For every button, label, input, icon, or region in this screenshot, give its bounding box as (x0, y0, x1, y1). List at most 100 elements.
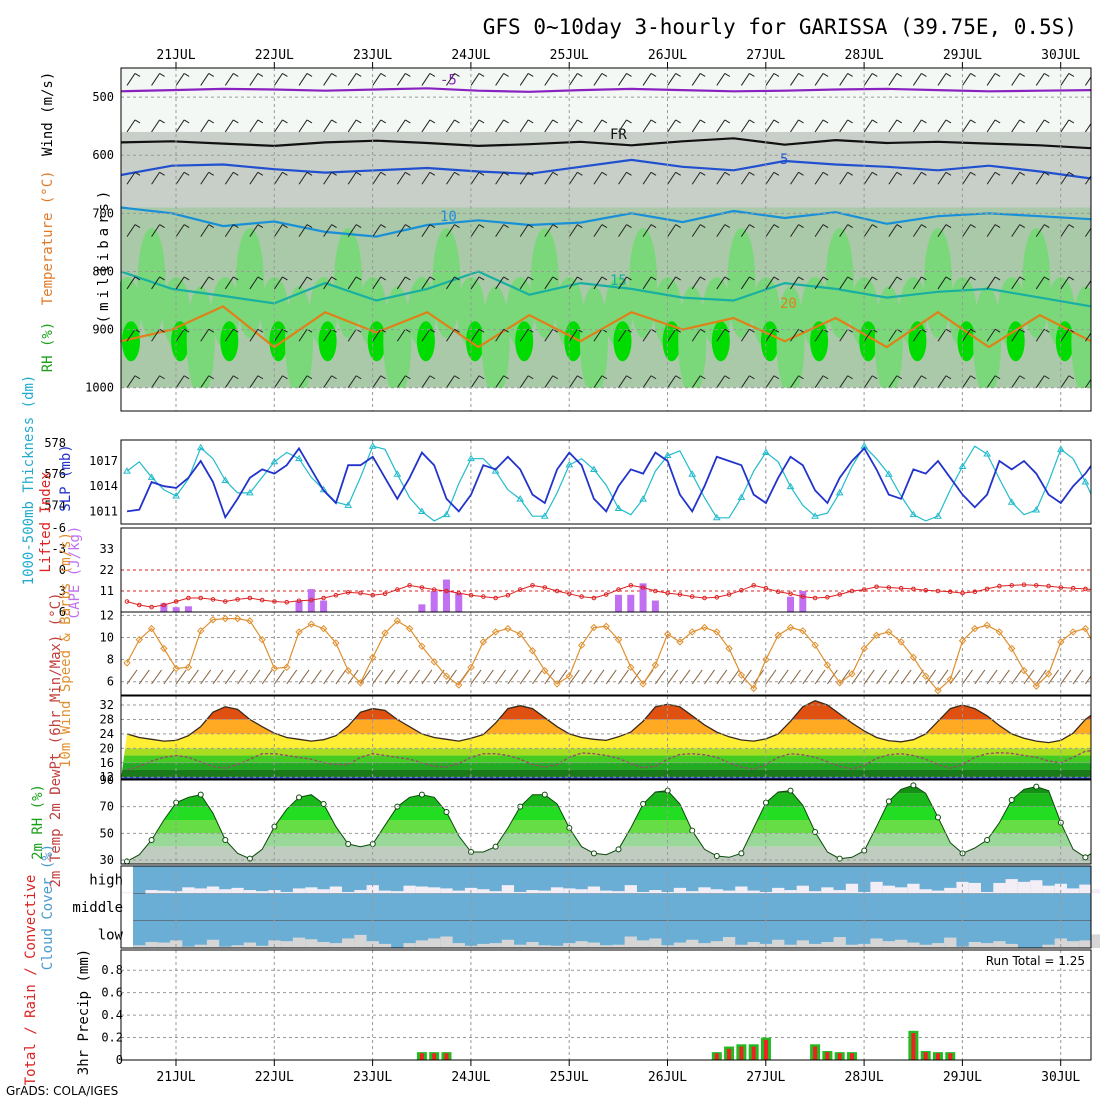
low-cloud-bar (133, 945, 146, 948)
wind-barb-flag (749, 328, 755, 333)
low-cloud-bar (550, 945, 564, 948)
cape-bar (787, 596, 795, 612)
wind-barb (765, 375, 775, 389)
high-cloud-bar (833, 890, 846, 894)
wind-barb-flag (699, 328, 706, 333)
wind-barb (347, 375, 357, 389)
surface-wind-barb (777, 669, 789, 685)
wind-barb (1035, 224, 1045, 237)
wind-barb-flag (699, 224, 706, 229)
surface-wind-barb (593, 669, 605, 685)
high-cloud-bar (845, 883, 859, 894)
wind-barb (1035, 119, 1045, 133)
wind-barb-flag (822, 119, 829, 124)
high-cloud-bar (894, 887, 908, 894)
y-tick-label: 8 (107, 653, 114, 667)
y-tick-label: 70 (100, 800, 114, 814)
isotherm-line (120, 158, 1091, 180)
isotherm-line (120, 137, 1091, 150)
y-tick-label: 1011 (89, 504, 118, 518)
wind-barb-flag (773, 119, 780, 124)
low-cloud-bar (636, 940, 650, 948)
high-cloud-bar (342, 891, 355, 894)
low-cloud-bar (428, 938, 441, 948)
thickness-line (126, 445, 1091, 522)
wind-barb (691, 73, 701, 86)
lifted-index-point (825, 595, 830, 600)
low-cloud-bar (944, 937, 957, 948)
low-cloud-bar (772, 939, 785, 948)
wind-speed-point (393, 617, 402, 625)
high-cloud-bar (686, 891, 699, 894)
lifted-index-point (567, 591, 572, 597)
wind-barb (839, 171, 849, 185)
wind-barb-flag (675, 73, 681, 77)
high-cloud-bar (624, 885, 637, 894)
y-tick-label: 1000 (85, 381, 114, 395)
wind-barb-flag (1068, 73, 1075, 77)
surface-wind-barb (396, 669, 408, 685)
wind-speed-point (663, 630, 672, 638)
wind-barb (716, 224, 726, 237)
temperature-line (126, 699, 1091, 744)
wind-barb (765, 119, 775, 133)
precip-convective-bar (444, 1053, 449, 1060)
surface-wind-barb (507, 669, 519, 685)
wind-barb-flag (552, 375, 559, 380)
wind-speed-point (197, 627, 205, 635)
low-cloud-bar (784, 944, 797, 948)
date-label-top: 24JUL (451, 48, 490, 63)
wind-barb-flag (429, 171, 436, 176)
rh-mid-blob (923, 228, 952, 339)
high-cloud-bar (919, 889, 932, 894)
wind-barb-flag (1068, 375, 1075, 380)
lifted-index-point (345, 590, 351, 595)
wind-barb-flag (134, 119, 141, 124)
temperature-label: Temperature (°C) (40, 170, 56, 305)
panel-border (120, 611, 1092, 696)
wind-barb (814, 328, 824, 342)
wind-speed-point (381, 629, 389, 637)
wind-barb (937, 119, 947, 133)
cloud-background (133, 866, 1091, 948)
lifted-index-point (947, 589, 953, 595)
wind-barb-flag (871, 73, 878, 77)
wind-barb-flag (896, 119, 903, 124)
high-cloud-bar (120, 891, 134, 894)
surface-wind-barb (372, 669, 384, 685)
wind-barb (446, 73, 455, 86)
lifted-index-point (259, 597, 265, 603)
high-cloud-bar (980, 891, 994, 894)
wind-barb-flag (601, 171, 608, 176)
wind-barb (421, 119, 431, 133)
high-cloud-bar (194, 888, 207, 894)
wind-barb (568, 171, 578, 185)
wind-barb-flag (626, 224, 632, 229)
low-cloud-bar (870, 938, 883, 948)
wind-speed-point (1032, 682, 1040, 690)
wind-barb-flag (355, 119, 362, 124)
thickness-point (368, 442, 377, 449)
wind-speed-point (369, 653, 377, 662)
wind-barb-flag (1019, 171, 1025, 176)
wind-barb (151, 375, 160, 389)
upper-air-panel: -5 FR 5 10 15 20 500 600 700 800 900 1000 (85, 68, 1098, 411)
wind-barb-flag (945, 328, 952, 333)
wind-barb-flag (601, 119, 608, 124)
thickness-point (983, 450, 992, 457)
thickness-point (1032, 506, 1041, 513)
wind-barb-flag (577, 224, 583, 229)
lifted-index-point (407, 583, 412, 588)
wind-barb (1060, 119, 1070, 133)
wind-barb-flag (1093, 277, 1098, 280)
wind-barb-flag (478, 119, 485, 124)
cape-bar (430, 591, 438, 612)
rh-dark-blob (1006, 321, 1025, 362)
high-cloud-bar (1042, 885, 1055, 894)
wind-speed-point (971, 624, 979, 633)
wind-barb (544, 328, 554, 342)
high-cloud-bar (698, 887, 711, 894)
wind-barb-flag (331, 171, 337, 176)
wind-barb-flag (208, 73, 214, 77)
